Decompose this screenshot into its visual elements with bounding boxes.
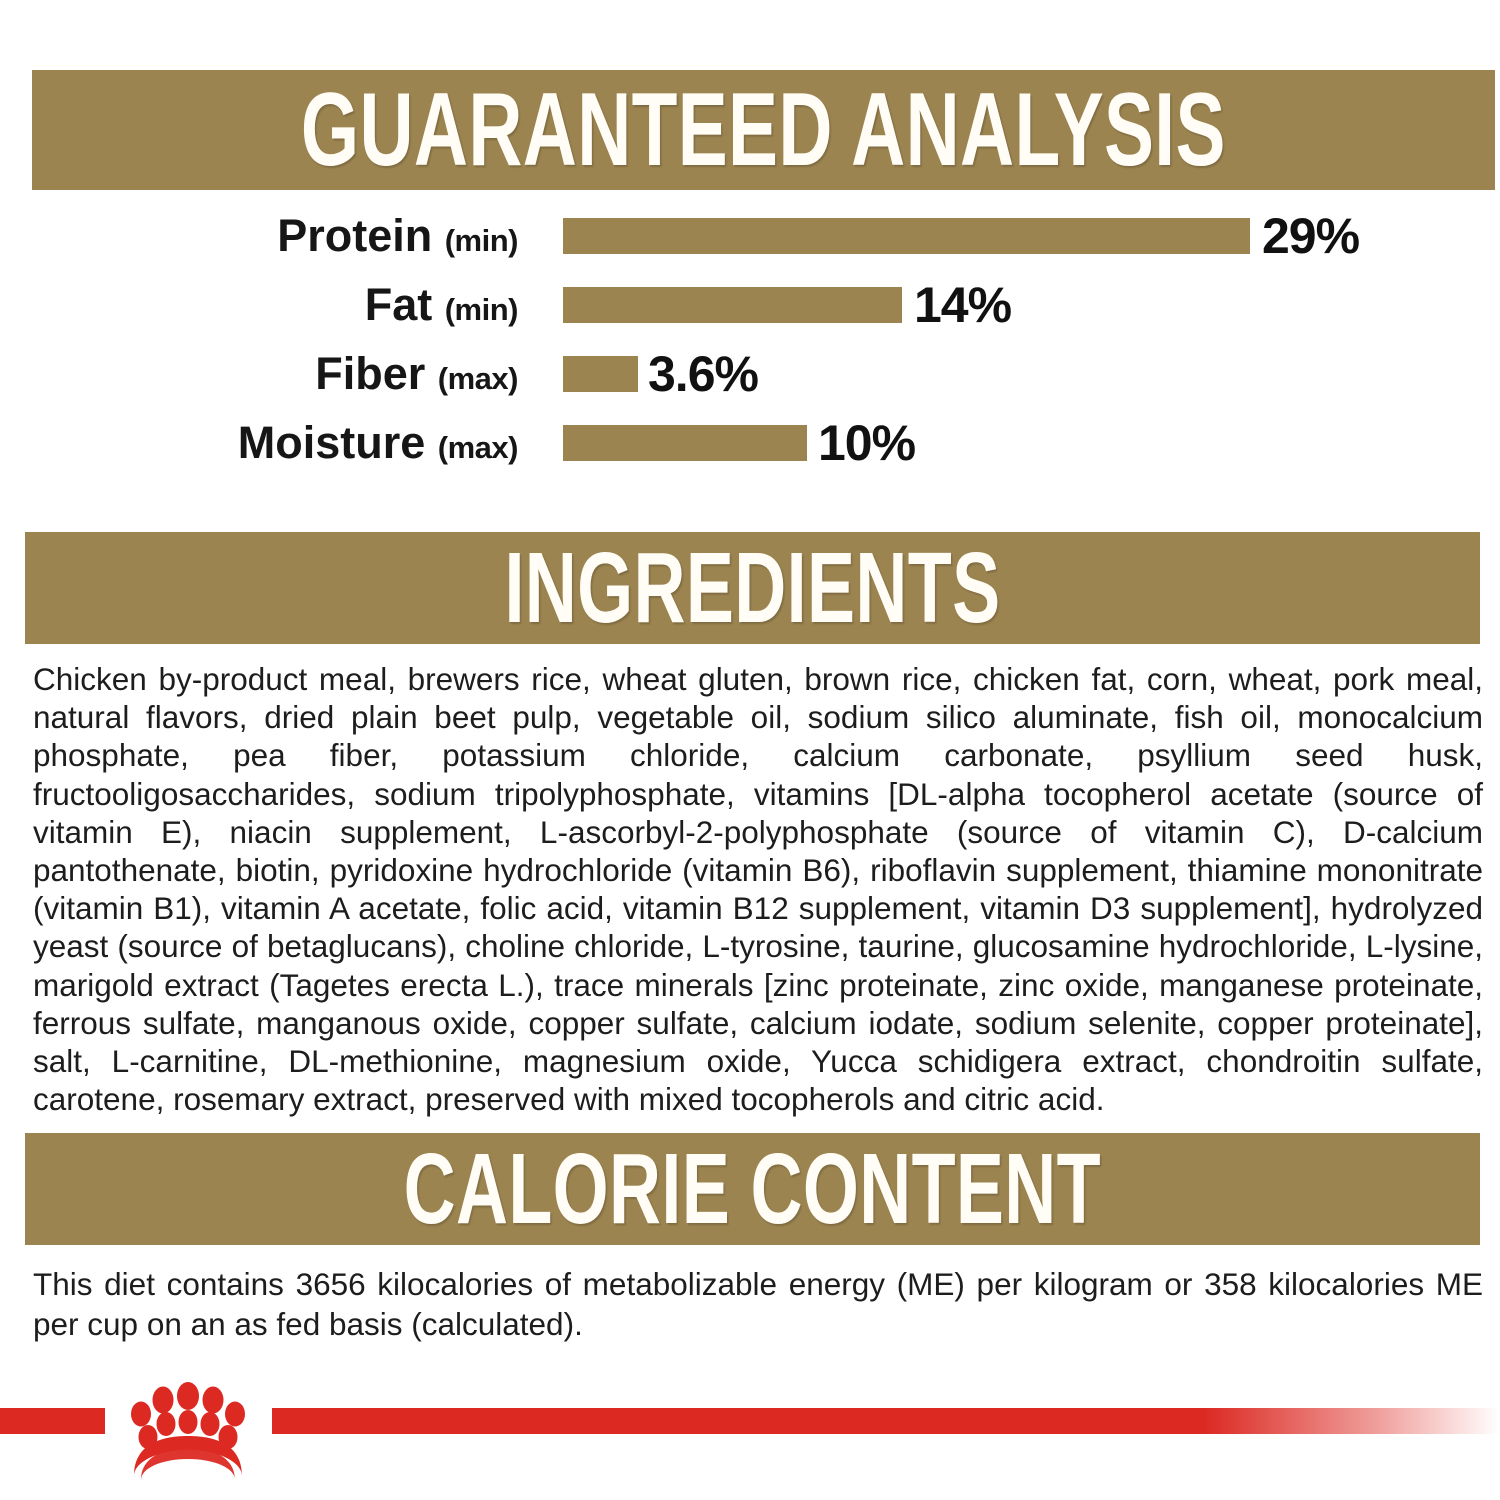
brand-footer [0, 1380, 1500, 1500]
chart-row-label-fiber: Fiber (max) [0, 343, 518, 410]
chart-label-text: Protein [277, 210, 433, 261]
chart-value-fat: 14% [914, 277, 1012, 333]
ingredients-paragraph: Chicken by-product meal, brewers rice, w… [33, 661, 1483, 1118]
calorie-content-paragraph: This diet contains 3656 kilocalories of … [33, 1266, 1483, 1342]
guaranteed-analysis-banner: GUARANTEED ANALYSIS [32, 70, 1495, 190]
chart-row-moisture: Moisture (max) 10% [0, 412, 1500, 474]
brand-band-right [272, 1408, 1500, 1434]
chart-label-qualifier: (min) [444, 223, 519, 258]
royal-canin-crown-icon [131, 1382, 245, 1480]
guaranteed-analysis-heading: GUARANTEED ANALYSIS [301, 72, 1226, 188]
chart-row-protein: Protein (min) 29% [0, 205, 1500, 267]
chart-bar-protein [563, 218, 1250, 254]
chart-label-text: Fat [364, 279, 433, 330]
chart-row-label-moisture: Moisture (max) [0, 412, 519, 479]
chart-label-qualifier: (min) [444, 292, 519, 327]
calorie-content-banner: CALORIE CONTENT [25, 1133, 1480, 1245]
chart-row-label-protein: Protein (min) [0, 205, 518, 272]
chart-value-moisture: 10% [818, 415, 916, 471]
chart-bar-moisture [563, 425, 807, 461]
chart-row-label-fat: Fat (min) [0, 274, 519, 341]
chart-row-fat: Fat (min) 14% [0, 274, 1500, 336]
chart-row-fiber: Fiber (max) 3.6% [0, 343, 1500, 405]
chart-value-protein: 29% [1262, 208, 1360, 264]
guaranteed-analysis-chart: Protein (min) 29% Fat (min) 14% Fiber (m… [0, 205, 1500, 495]
calorie-content-heading: CALORIE CONTENT [403, 1133, 1102, 1245]
ingredients-heading: INGREDIENTS [504, 532, 1001, 644]
chart-label-qualifier: (max) [437, 361, 519, 396]
chart-label-qualifier: (max) [437, 430, 519, 465]
chart-value-fiber: 3.6% [648, 346, 759, 402]
brand-band-left [0, 1408, 105, 1434]
ingredients-banner: INGREDIENTS [25, 532, 1480, 644]
chart-bar-fiber [563, 356, 638, 392]
chart-label-text: Fiber [315, 348, 426, 399]
chart-bar-fat [563, 287, 902, 323]
chart-label-text: Moisture [237, 417, 426, 468]
